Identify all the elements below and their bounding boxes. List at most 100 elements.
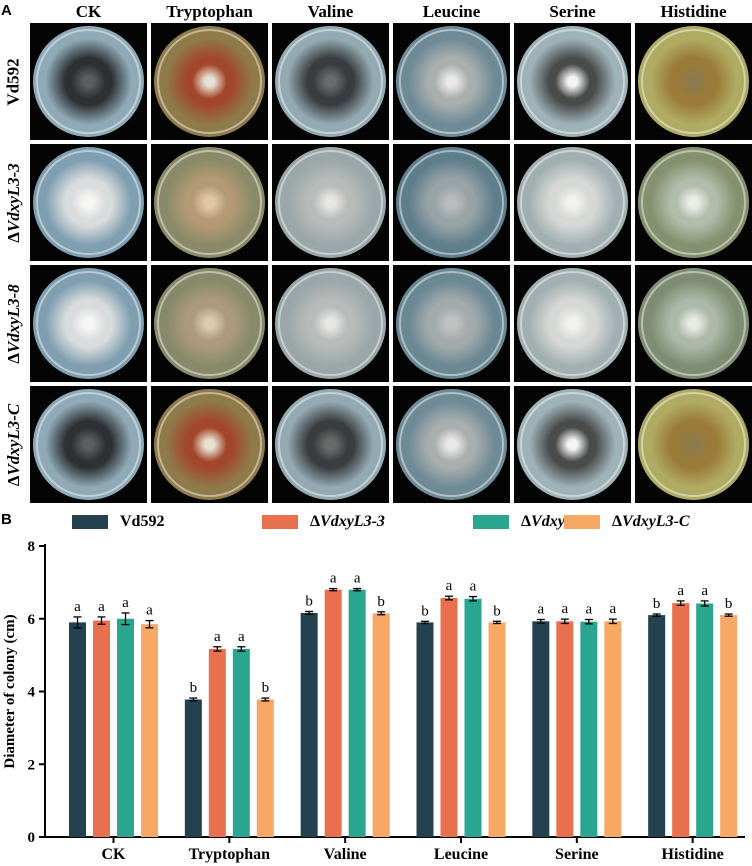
petri-dish-photo bbox=[393, 386, 510, 503]
petri-dish-photo bbox=[393, 23, 510, 140]
significance-letter: a bbox=[446, 578, 453, 594]
petri-dish-photo bbox=[30, 386, 147, 503]
bar bbox=[648, 615, 666, 837]
legend-swatch bbox=[473, 515, 509, 529]
row-label-prefix: Δ bbox=[4, 475, 24, 486]
significance-letter: b bbox=[493, 603, 501, 619]
legend-item-4: Δ VdxyL3-C bbox=[564, 512, 690, 532]
significance-letter: a bbox=[609, 601, 616, 617]
plate-rim bbox=[399, 29, 504, 134]
significance-letter: a bbox=[330, 571, 337, 587]
significance-letter: a bbox=[561, 601, 568, 617]
legend-swatch bbox=[564, 515, 600, 529]
category-label: Leucine bbox=[434, 846, 488, 863]
bar bbox=[348, 589, 366, 837]
plate-rim bbox=[36, 29, 141, 134]
row-label-name: VdxyL3-8 bbox=[4, 283, 24, 353]
significance-letter: a bbox=[122, 595, 129, 611]
petri-dish-photo bbox=[514, 144, 631, 261]
category-label: CK bbox=[102, 846, 127, 863]
plate-rim bbox=[520, 392, 625, 497]
significance-letter: a bbox=[74, 599, 81, 615]
column-header-ck: CK bbox=[75, 2, 102, 21]
petri-dish-photo bbox=[30, 265, 147, 382]
significance-letter: b bbox=[305, 593, 313, 609]
plate-rim bbox=[520, 150, 625, 255]
petri-dish-photo bbox=[272, 265, 389, 382]
plate-rim bbox=[641, 150, 746, 255]
bar bbox=[672, 603, 690, 837]
legend-prefix: Δ bbox=[612, 513, 623, 530]
petri-dish-photo bbox=[635, 386, 752, 503]
petri-dish-photo bbox=[272, 23, 389, 140]
significance-letter: a bbox=[146, 603, 153, 619]
legend-swatch bbox=[72, 515, 108, 529]
petri-dish-photo bbox=[30, 144, 147, 261]
category-label: Histidine bbox=[662, 846, 724, 863]
significance-letter: b bbox=[262, 680, 270, 696]
bar bbox=[696, 603, 714, 837]
row-label-4: ΔVdxyL3-C bbox=[0, 386, 28, 503]
row-label-2: ΔVdxyL3-3 bbox=[0, 144, 28, 261]
significance-letter: a bbox=[677, 583, 684, 599]
petri-dish-photo bbox=[151, 386, 268, 503]
plate-rim bbox=[36, 392, 141, 497]
petri-dish-photo bbox=[151, 144, 268, 261]
plate-rim bbox=[157, 271, 262, 376]
plate-rim bbox=[641, 271, 746, 376]
plate-rim bbox=[399, 271, 504, 376]
y-tick-label: 8 bbox=[28, 539, 36, 555]
bar bbox=[69, 622, 86, 837]
bar-chart: 0 2 4 6 8 Diameter of colony (cm) CK a a a a Trypto… bbox=[2, 539, 745, 863]
significance-letter: a bbox=[470, 579, 477, 595]
category-label: Tryptophan bbox=[189, 846, 271, 863]
category-label: Valine bbox=[324, 846, 367, 863]
row-label-name: VdxyL3-3 bbox=[4, 162, 24, 232]
significance-letter: b bbox=[653, 596, 661, 612]
bar bbox=[184, 699, 202, 837]
plate-rim bbox=[399, 150, 504, 255]
significance-letter: a bbox=[537, 601, 544, 617]
petri-dish-photo bbox=[514, 386, 631, 503]
plate-rim bbox=[278, 392, 383, 497]
column-header-tryptophan: Tryptophan bbox=[166, 2, 253, 21]
bar bbox=[488, 622, 506, 837]
petri-dish-photo bbox=[635, 144, 752, 261]
plate-rim bbox=[157, 29, 262, 134]
plate-rim bbox=[520, 29, 625, 134]
legend-prefix: Δ bbox=[310, 513, 321, 530]
plate-rim bbox=[157, 392, 262, 497]
row-label-prefix: Δ bbox=[4, 352, 24, 364]
bar bbox=[232, 648, 250, 837]
plate-rim bbox=[278, 150, 383, 255]
bar bbox=[141, 624, 158, 837]
bar bbox=[208, 648, 226, 837]
bar bbox=[324, 589, 342, 837]
panel-a-label: A bbox=[1, 2, 12, 19]
petri-dish-photo bbox=[151, 265, 268, 382]
bar bbox=[604, 621, 622, 837]
significance-letter: a bbox=[701, 583, 708, 599]
y-tick-label: 6 bbox=[28, 612, 36, 628]
petri-dish-photo bbox=[272, 386, 389, 503]
legend-label: Vd592 bbox=[120, 513, 165, 530]
y-axis-title: Diameter of colony (cm) bbox=[2, 614, 18, 768]
plate-rim bbox=[36, 150, 141, 255]
plate-rim bbox=[278, 271, 383, 376]
significance-letter: b bbox=[190, 680, 198, 696]
row-label-name: VdxyL3-C bbox=[4, 403, 24, 476]
bar bbox=[580, 621, 598, 837]
legend-item-1: Vd592 bbox=[72, 512, 164, 532]
bar bbox=[556, 621, 574, 837]
significance-letter: a bbox=[98, 599, 105, 615]
significance-letter: a bbox=[214, 629, 221, 645]
plate-rim bbox=[278, 29, 383, 134]
plate-rim bbox=[36, 271, 141, 376]
petri-dish-photo bbox=[635, 23, 752, 140]
significance-letter: a bbox=[238, 629, 245, 645]
bar bbox=[300, 612, 318, 837]
bar bbox=[440, 598, 458, 837]
column-header-valine: Valine bbox=[307, 2, 354, 21]
significance-letter: a bbox=[585, 601, 592, 617]
